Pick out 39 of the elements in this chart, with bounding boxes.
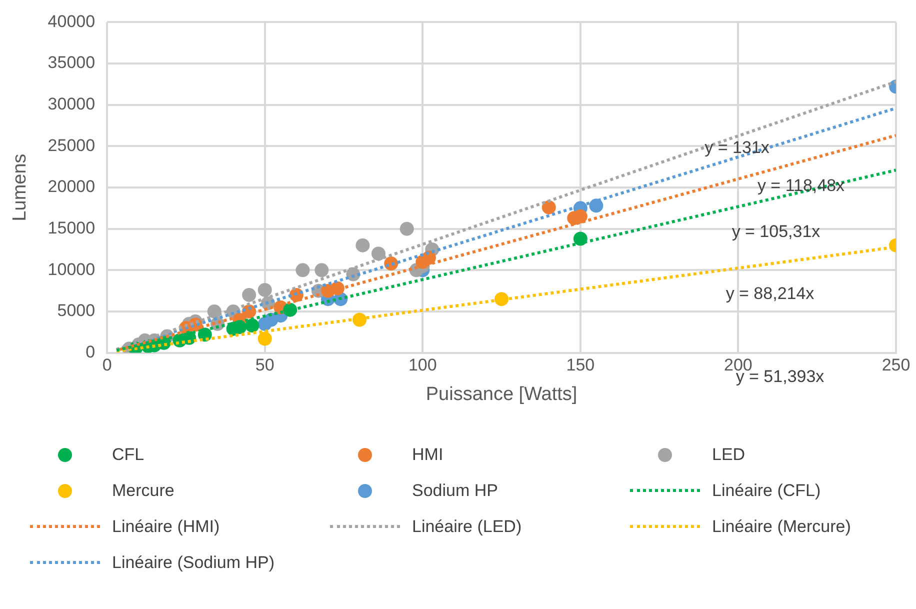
y-tick-label: 40000 [48, 12, 96, 31]
point [356, 238, 370, 252]
y-tick-label: 20000 [48, 177, 96, 196]
x-tick-label: 150 [566, 356, 595, 375]
point [314, 263, 329, 278]
annotation: y = 131x [704, 138, 770, 158]
y-tick-label: 0 [86, 342, 96, 362]
point [542, 200, 556, 214]
point [371, 246, 386, 261]
x-tick-label: 250 [882, 356, 910, 375]
point [245, 318, 260, 333]
y-tick-label: 35000 [48, 53, 96, 72]
y-tick-label: 15000 [48, 218, 96, 238]
x-tick-label: 0 [102, 356, 112, 375]
point [258, 282, 272, 297]
y-tick-label: 25000 [48, 136, 96, 155]
annotation: y = 105,31x [732, 222, 820, 242]
point [242, 288, 256, 302]
legend-label: Linéaire (Mercure) [712, 517, 851, 537]
y-tick-label: 5000 [57, 301, 96, 320]
y-tick-label: 30000 [48, 94, 96, 114]
legend-label: Sodium HP [412, 481, 498, 501]
legend-label: Mercure [112, 481, 174, 501]
legend-label: LED [712, 445, 746, 465]
point [400, 222, 414, 236]
legend-label: Linéaire (LED) [412, 517, 522, 537]
x-tick-label: 100 [408, 356, 437, 375]
legend-label: Linéaire (HMI) [112, 517, 220, 537]
legend-label: CFL [112, 445, 144, 465]
legend-label: HMI [412, 445, 444, 465]
y-tick-label: 10000 [48, 260, 96, 279]
x-tick-label: 50 [255, 356, 274, 375]
point [296, 263, 310, 278]
point [258, 332, 272, 346]
legend-label: Linéaire (CFL) [712, 481, 821, 501]
y-axis-title: Lumens [10, 154, 31, 222]
legend-label: Linéaire (Sodium HP) [112, 553, 275, 573]
x-axis-title: Puissance [Watts] [426, 384, 578, 405]
annotation: y = 88,214x [726, 284, 814, 304]
